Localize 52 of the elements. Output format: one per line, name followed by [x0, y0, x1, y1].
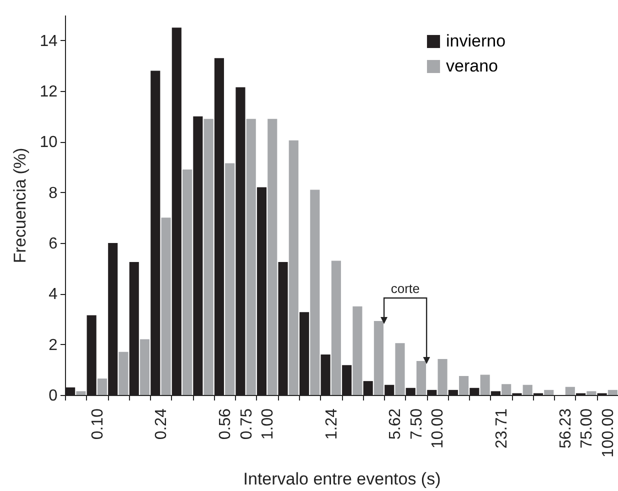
bar [544, 390, 554, 395]
bar [395, 343, 405, 395]
bar [438, 359, 448, 395]
bar [416, 361, 426, 395]
bar [97, 378, 108, 395]
bar [310, 190, 320, 395]
y-tick-label: 8 [48, 184, 58, 202]
x-tick-label: 100.00 [600, 408, 617, 458]
y-tick-label: 4 [48, 286, 58, 304]
bar [268, 118, 278, 395]
bar [608, 390, 618, 395]
bar [246, 118, 256, 395]
y-tick-label: 14 [40, 32, 58, 50]
x-tick-label: 0.10 [89, 408, 106, 440]
x-tick-label: 7.50 [408, 408, 426, 440]
bar [565, 386, 575, 395]
bar [480, 374, 490, 395]
bar [522, 384, 532, 395]
bar [161, 218, 171, 395]
bar [374, 321, 384, 395]
bar [288, 140, 298, 395]
bar [331, 260, 341, 395]
bar [140, 339, 150, 395]
legend-label: invierno [446, 32, 506, 50]
bar [118, 352, 128, 395]
annotation: corte [390, 281, 420, 296]
x-tick-label: 0.56 [217, 408, 234, 440]
bar [182, 170, 192, 395]
x-tick-label: 0.75 [238, 408, 256, 440]
y-tick-label: 10 [40, 134, 58, 152]
x-axis-title: Intervalo entre eventos (s) [243, 469, 441, 488]
x-tick-label: 1.00 [260, 408, 277, 440]
bar [352, 306, 362, 395]
bar [502, 384, 512, 395]
y-tick-label: 6 [48, 236, 58, 252]
y-tick-label: 12 [40, 84, 58, 100]
y-tick-label: 2 [48, 336, 58, 354]
x-tick-label: 1.24 [323, 408, 340, 440]
x-tick-label: 5.62 [387, 408, 404, 440]
x-tick-label: 75.00 [578, 408, 596, 449]
bar [204, 118, 214, 395]
bar [225, 163, 235, 395]
bar [459, 376, 469, 395]
bar [586, 391, 596, 395]
y-axis-title: Frecuencia (%) [10, 148, 30, 264]
x-tick-label: 56.23 [557, 408, 574, 449]
x-tick-label: 10.00 [430, 408, 447, 449]
x-tick-label: 23.71 [494, 408, 511, 449]
legend-label: verano [446, 56, 498, 76]
x-tick-label: 0.24 [153, 408, 170, 440]
bar [76, 391, 86, 395]
y-tick-label: 0 [48, 388, 58, 404]
